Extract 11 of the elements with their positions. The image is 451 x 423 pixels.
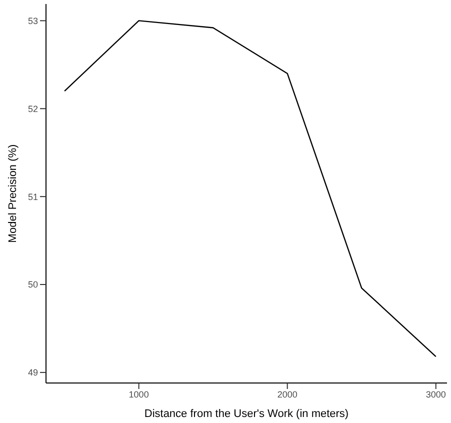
x-tick-label: 2000	[277, 389, 298, 400]
x-axis-title: Distance from the User's Work (in meters)	[144, 408, 349, 420]
y-tick-label: 53	[28, 16, 38, 26]
y-tick-label: 50	[28, 280, 38, 290]
y-tick-label: 51	[28, 192, 38, 202]
y-axis-title: Model Precision (%)	[6, 144, 19, 243]
y-tick-label: 49	[28, 368, 38, 378]
x-tick-label: 3000	[426, 389, 446, 400]
x-tick-label: 1000	[128, 389, 149, 400]
line-series	[64, 20, 436, 358]
y-tick-label: 52	[28, 104, 38, 114]
